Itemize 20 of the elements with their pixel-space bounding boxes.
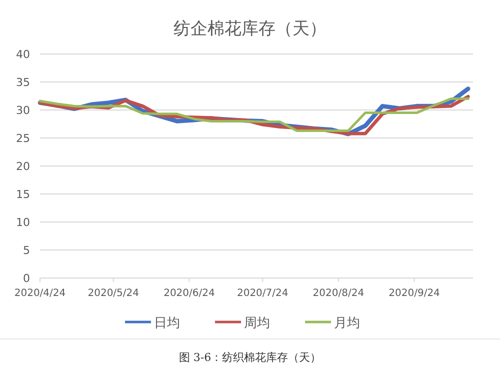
x-tick-label: 2020/6/24	[164, 288, 215, 299]
legend-label: 周均	[244, 316, 270, 331]
x-tick-label: 2020/5/24	[88, 288, 140, 299]
y-tick-label: 20	[16, 160, 30, 173]
y-tick-label: 25	[16, 132, 30, 145]
x-tick-label: 2020/8/24	[312, 288, 364, 299]
legend-label: 月均	[334, 316, 360, 331]
x-tick-label: 2020/7/24	[236, 288, 288, 299]
legend-label: 日均	[154, 316, 180, 331]
chart-title: 纺企棉花库存（天）	[174, 19, 326, 39]
x-tick-label: 2020/4/24	[14, 288, 66, 299]
y-tick-label: 40	[16, 48, 30, 61]
y-tick-label: 30	[16, 104, 30, 117]
y-tick-label: 0	[23, 272, 30, 285]
y-tick-label: 10	[16, 216, 30, 229]
y-tick-label: 35	[16, 76, 30, 89]
y-tick-label: 15	[16, 188, 30, 201]
caption: 图 3-6：纺织棉花库存（天）	[178, 351, 322, 364]
y-tick-label: 5	[23, 244, 30, 257]
x-tick-label: 2020/9/24	[388, 288, 440, 299]
